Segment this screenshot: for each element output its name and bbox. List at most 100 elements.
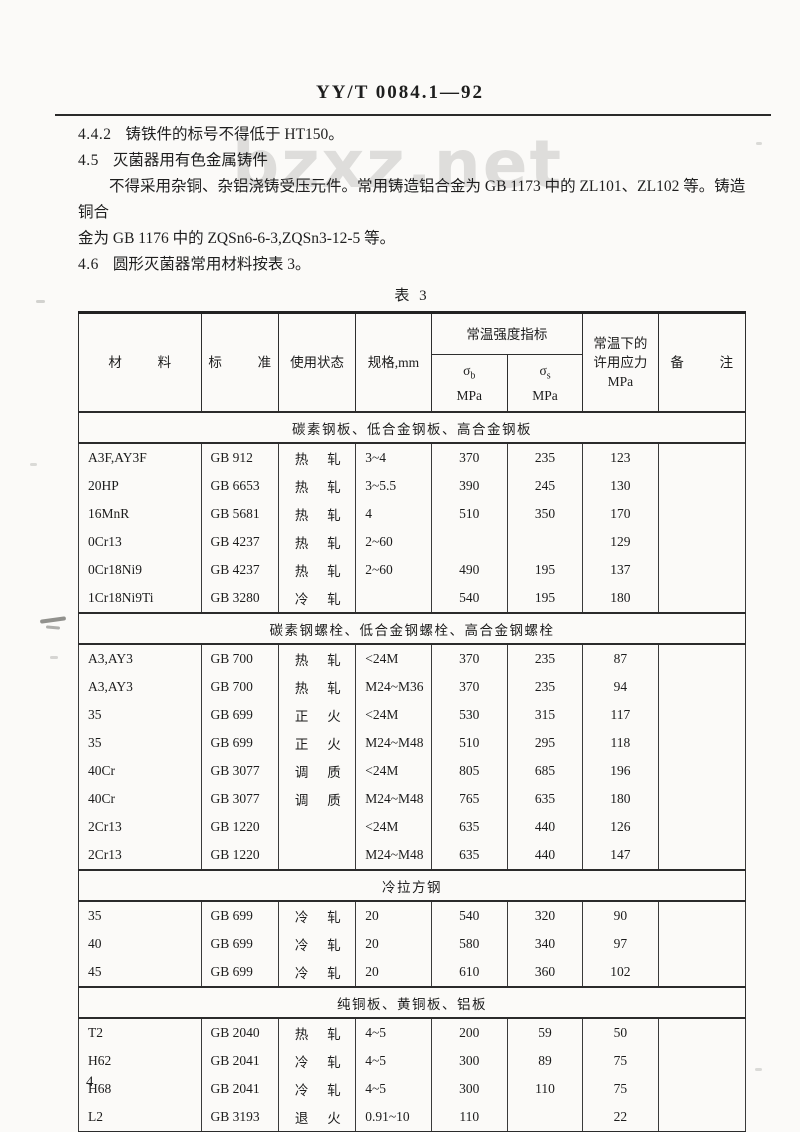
table-body: 碳素钢板、低合金钢板、高合金钢板 A3F,AY3F GB 912 热 轧 3~4 370 2… [78, 411, 747, 1132]
cell-material: A3F,AY3F [78, 443, 202, 472]
table-header: 材 料 标 准 使用状态 规格,mm 常温强度指标 常温下的 许用应力 MPa … [78, 312, 747, 413]
cell-sigma-b: 370 [430, 644, 508, 673]
cell-spec: <24M [355, 644, 432, 673]
page-number: 4 [86, 1074, 94, 1090]
cell-spec: 3~5.5 [355, 472, 432, 500]
cell-remark [657, 443, 747, 472]
cell-sigma-b: 370 [430, 443, 508, 472]
cell-remark [657, 841, 747, 870]
cell-allowable: 180 [582, 584, 659, 613]
col-header-remark: 备 注 [657, 312, 747, 413]
cell-material: 1Cr18Ni9Ti [78, 584, 202, 613]
scan-mark [756, 142, 762, 145]
table-row: A3,AY3 GB 700 热 轧 M24~M36 370 235 94 [78, 673, 747, 701]
cell-allowable: 90 [582, 901, 659, 930]
cell-sigma-s: 245 [506, 472, 584, 500]
cell-allowable: 126 [582, 813, 659, 841]
cell-sigma-s: 295 [506, 729, 584, 757]
body-text-line-1: 不得采用杂铜、杂铝浇铸受压元件。常用铸造铝合金为 GB 1173 中的 ZL10… [78, 178, 746, 221]
cell-sigma-s: 360 [506, 958, 584, 987]
cell-standard: GB 699 [200, 701, 279, 729]
cell-standard: GB 700 [200, 644, 279, 673]
cell-state: 冷 轧 [277, 901, 357, 930]
cell-remark [657, 958, 747, 987]
cell-state: 热 轧 [277, 1018, 357, 1047]
table-row: 40Cr GB 3077 调 质 M24~M48 765 635 180 [78, 785, 747, 813]
section-band: 纯铜板、黄铜板、铝板 [78, 986, 746, 1019]
cell-sigma-b: 370 [430, 673, 508, 701]
cell-material: H62 [78, 1047, 202, 1075]
allowable-line1: 常温下的 [593, 336, 648, 351]
cell-spec: 20 [355, 901, 432, 930]
section-title: 冷拉方钢 [78, 869, 746, 902]
materials-table: 材 料 标 准 使用状态 规格,mm 常温强度指标 常温下的 许用应力 MPa … [78, 311, 747, 1132]
col-header-standard: 标 准 [200, 312, 279, 413]
cell-remark [657, 500, 747, 528]
cell-standard: GB 5681 [200, 500, 279, 528]
cell-standard: GB 699 [200, 729, 279, 757]
cell-standard: GB 2041 [200, 1075, 279, 1103]
cell-spec: 4 [355, 500, 432, 528]
cell-material: 35 [78, 729, 202, 757]
cell-standard: GB 3077 [200, 757, 279, 785]
col-header-state: 使用状态 [277, 312, 357, 413]
table-row: 2Cr13 GB 1220 <24M 635 440 126 [78, 813, 747, 841]
cell-sigma-b: 300 [430, 1075, 508, 1103]
cell-spec: <24M [355, 757, 432, 785]
cell-state: 冷 轧 [277, 930, 357, 958]
cell-material: 0Cr18Ni9 [78, 556, 202, 584]
cell-standard: GB 699 [200, 930, 279, 958]
cell-state: 正 火 [277, 729, 357, 757]
cell-allowable: 123 [582, 443, 659, 472]
cell-allowable: 170 [582, 500, 659, 528]
cell-sigma-s: 110 [506, 1075, 584, 1103]
table-row: A3,AY3 GB 700 热 轧 <24M 370 235 87 [78, 644, 747, 673]
cell-sigma-b: 300 [430, 1047, 508, 1075]
clause-4-5: 4.5 灭菌器用有色金属铸件 [78, 148, 750, 174]
scan-mark [755, 1068, 762, 1071]
cell-material: A3,AY3 [78, 644, 202, 673]
cell-allowable: 87 [582, 644, 659, 673]
cell-remark [657, 472, 747, 500]
cell-allowable: 129 [582, 528, 659, 556]
cell-standard: GB 699 [200, 958, 279, 987]
cell-spec: 2~60 [355, 528, 432, 556]
cell-standard: GB 3193 [200, 1103, 279, 1132]
clause-number: 4.6 [78, 256, 99, 273]
cell-allowable: 94 [582, 673, 659, 701]
cell-state: 热 轧 [277, 528, 357, 556]
cell-sigma-b: 805 [430, 757, 508, 785]
cell-allowable: 102 [582, 958, 659, 987]
cell-standard: GB 912 [200, 443, 279, 472]
watermark: bzxz.net [232, 126, 564, 203]
scan-mark [50, 656, 58, 659]
cell-material: 16MnR [78, 500, 202, 528]
cell-allowable: 117 [582, 701, 659, 729]
cell-spec: 4~5 [355, 1047, 432, 1075]
cell-sigma-s: 235 [506, 443, 584, 472]
cell-material: 40Cr [78, 785, 202, 813]
col-header-strength-group: 常温强度指标 [430, 312, 584, 355]
table-row: 35 GB 699 冷 轧 20 540 320 90 [78, 901, 747, 930]
cell-remark [657, 584, 747, 613]
clause-number: 4.4.2 [78, 126, 112, 143]
cell-material: 40Cr [78, 757, 202, 785]
cell-sigma-s: 235 [506, 673, 584, 701]
cell-state [277, 841, 357, 870]
cell-remark [657, 757, 747, 785]
cell-sigma-b: 635 [430, 841, 508, 870]
cell-remark [657, 1018, 747, 1047]
cell-sigma-b: 390 [430, 472, 508, 500]
table-row: 1Cr18Ni9Ti GB 3280 冷 轧 540 195 180 [78, 584, 747, 613]
table-row: 40 GB 699 冷 轧 20 580 340 97 [78, 930, 747, 958]
cell-sigma-b: 540 [430, 901, 508, 930]
cell-spec: 20 [355, 958, 432, 987]
cell-sigma-b: 530 [430, 701, 508, 729]
col-header-sigma-s: σs MPa [506, 354, 584, 413]
standard-code-header: YY/T 0084.1—92 [315, 82, 485, 103]
cell-state: 正 火 [277, 701, 357, 729]
sigma-s-subscript: s [546, 370, 551, 382]
cell-spec: 0.91~10 [355, 1103, 432, 1132]
clause-text: 铸铁件的标号不得低于 HT150。 [125, 126, 344, 143]
